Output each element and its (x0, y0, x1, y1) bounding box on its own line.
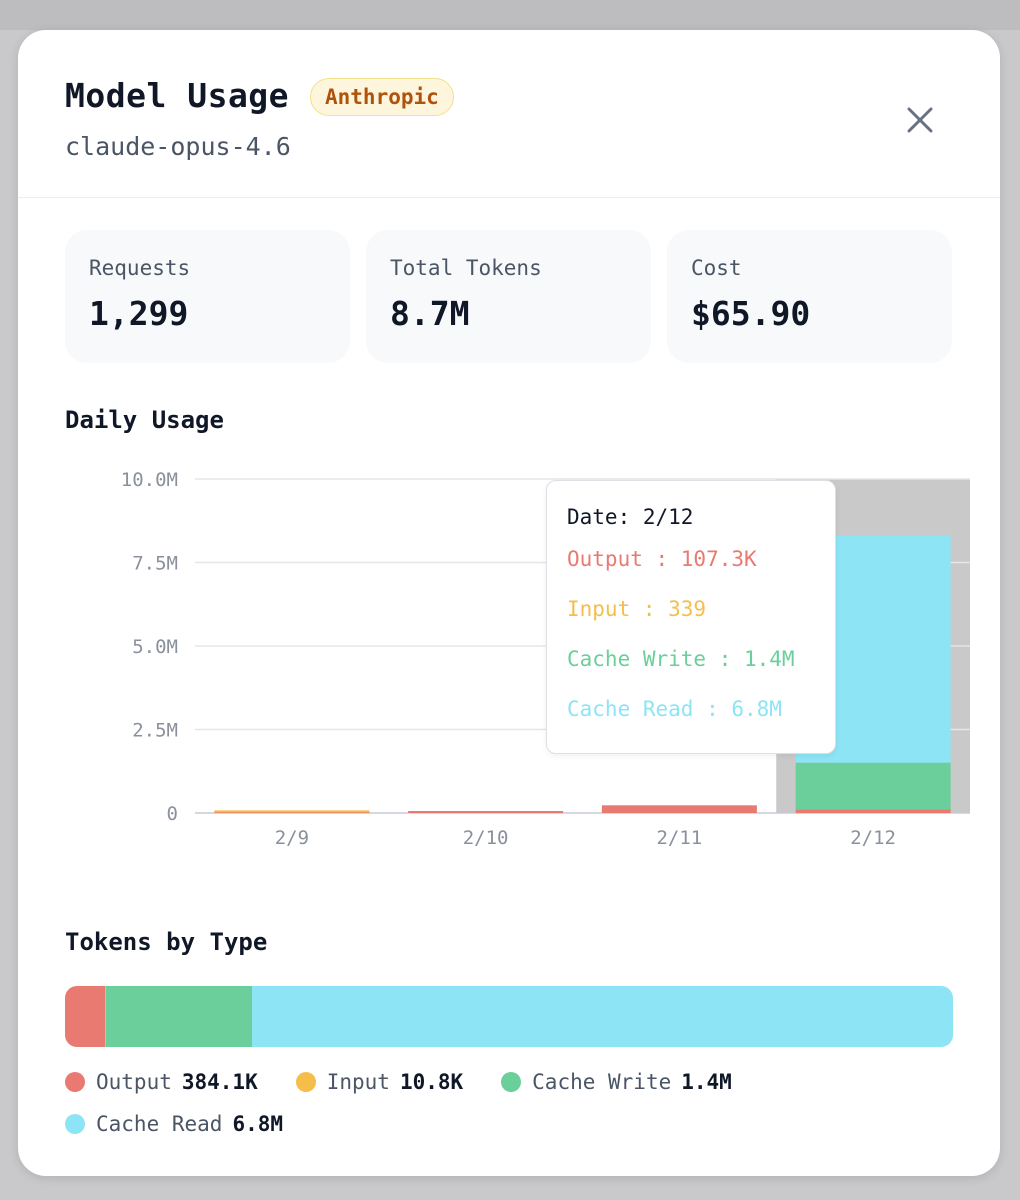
y-tick-label: 7.5M (132, 553, 178, 575)
x-tick-label: 2/10 (463, 827, 509, 849)
bar-output (601, 805, 757, 813)
model-usage-modal: Model Usage Anthropic claude-opus-4.6 Re… (18, 30, 1000, 1176)
legend-row: Cache Read 6.8M (65, 1112, 321, 1136)
bar-cache-write (795, 762, 951, 810)
stat-card-total-tokens: Total Tokens 8.7M (366, 230, 651, 363)
bar-input (214, 810, 370, 813)
legend-value: 384.1K (181, 1070, 258, 1094)
legend-label: Cache Write (532, 1070, 672, 1094)
legend-dot-output (65, 1072, 85, 1092)
stat-card-cost: Cost $65.90 (667, 230, 952, 363)
legend-item-input: Input 10.8K (295, 1070, 464, 1094)
legend-dot-input (295, 1072, 316, 1092)
close-icon (907, 107, 933, 133)
legend-value: 10.8K (399, 1070, 464, 1094)
bar-output (795, 809, 951, 813)
y-tick-label: 10.0M (121, 469, 178, 491)
stack-segment-output (65, 986, 105, 1047)
tooltip-cache-read: Cache Read : 6.8M (567, 697, 782, 721)
model-name: claude-opus-4.6 (65, 132, 291, 161)
stat-label: Cost (691, 256, 742, 280)
legend-row: Output 384.1K Input 10.8K Cache Write 1.… (65, 1070, 770, 1094)
stat-label: Total Tokens (390, 256, 542, 280)
close-button[interactable] (896, 96, 944, 144)
tooltip-date: Date: 2/12 (567, 505, 694, 529)
tooltip-output: Output : 107.3K (567, 547, 757, 571)
provider-badge: Anthropic (310, 78, 454, 116)
stat-card-requests: Requests 1,299 (65, 230, 350, 363)
tooltip-input: Input : 339 (567, 597, 707, 621)
stack-segment-input (104, 986, 106, 1047)
legend-label: Output (96, 1070, 172, 1094)
tokens-by-type-bar (65, 986, 953, 1047)
stat-label: Requests (89, 256, 191, 280)
daily-usage-heading: Daily Usage (65, 406, 224, 434)
tokens-by-type-heading: Tokens by Type (65, 928, 268, 956)
bar-output (408, 811, 564, 813)
x-tick-label: 2/11 (656, 827, 702, 849)
stack-segment-cache-read (252, 986, 953, 1047)
legend-value: 6.8M (232, 1112, 284, 1136)
legend-item-cache-read: Cache Read 6.8M (65, 1112, 283, 1136)
legend-value: 1.4M (681, 1070, 732, 1094)
daily-usage-chart-svg: 0 2.5M 5.0M 7.5M 10.0M 2/9 2/10 2/11 2/12 (121, 469, 970, 849)
x-tick-label: 2/12 (850, 827, 896, 849)
backdrop (0, 0, 1020, 30)
y-tick-label: 2.5M (132, 720, 178, 742)
x-tick-label: 2/9 (275, 827, 309, 849)
y-tick-label: 5.0M (132, 636, 178, 658)
legend-item-output: Output 384.1K (65, 1070, 258, 1094)
stat-value: 8.7M (390, 294, 470, 333)
y-tick-label: 0 (167, 803, 178, 825)
legend-dot-cache-read (65, 1114, 85, 1134)
modal-header: Model Usage Anthropic claude-opus-4.6 (18, 30, 1000, 198)
stat-value: $65.90 (691, 294, 811, 333)
stat-value: 1,299 (89, 294, 189, 333)
chart-tooltip: Date: 2/12 Output : 107.3K Input : 339 C… (546, 480, 836, 754)
legend-item-cache-write: Cache Write 1.4M (501, 1070, 732, 1094)
modal-title: Model Usage (65, 76, 290, 115)
daily-usage-chart: 0 2.5M 5.0M 7.5M 10.0M 2/9 2/10 2/11 2/12 (78, 466, 978, 866)
legend-dot-cache-write (501, 1072, 522, 1092)
stack-segment-cache-write (105, 986, 253, 1047)
legend-label: Cache Read (96, 1112, 223, 1136)
tooltip-cache-write: Cache Write : 1.4M (567, 647, 795, 671)
legend-label: Input (326, 1070, 390, 1094)
